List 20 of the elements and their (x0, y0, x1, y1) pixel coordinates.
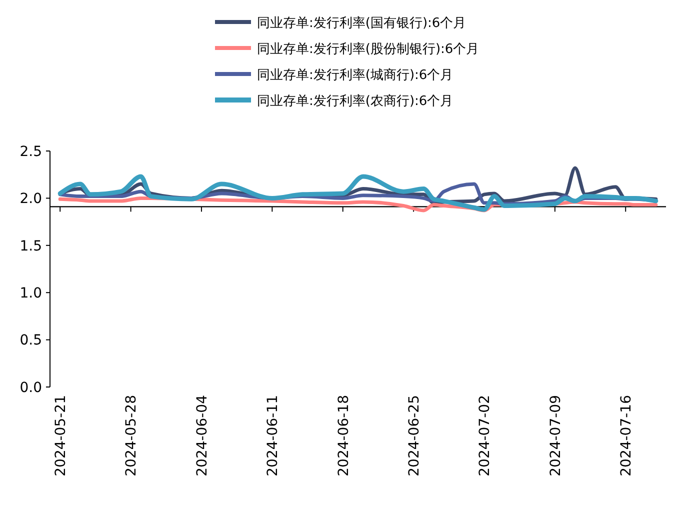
x-tick-label: 2024-07-09 (548, 395, 564, 476)
legend-label: 同业存单:发行利率(股份制银行):6个月 (257, 41, 480, 57)
line-series (58, 174, 658, 212)
y-tick-label: 0.0 (20, 380, 42, 396)
y-tick-label: 2.5 (20, 144, 42, 160)
x-tick-label: 2024-06-25 (406, 395, 422, 476)
x-tick-label: 2024-06-18 (336, 395, 352, 476)
x-tick-label: 2024-07-02 (477, 395, 494, 476)
x-tick-label: 2024-05-21 (53, 395, 69, 476)
x-tick-label: 2024-07-16 (618, 394, 635, 476)
y-tick-label: 1.5 (20, 238, 42, 254)
legend-label: 同业存单:发行利率(农商行):6个月 (257, 93, 454, 109)
y-tick-label: 1.0 (20, 286, 42, 302)
y-tick-label: 2.0 (20, 191, 42, 208)
y-tick-label: 0.5 (20, 332, 42, 349)
x-tick-label: 2024-05-28 (124, 395, 140, 476)
legend-label: 同业存单:发行利率(城商行):6个月 (257, 67, 454, 83)
x-tick-label: 2024-06-11 (265, 395, 282, 476)
x-tick-label: 2024-06-04 (194, 394, 210, 476)
legend-label: 同业存单:发行利率(国有银行):6个月 (257, 15, 466, 31)
